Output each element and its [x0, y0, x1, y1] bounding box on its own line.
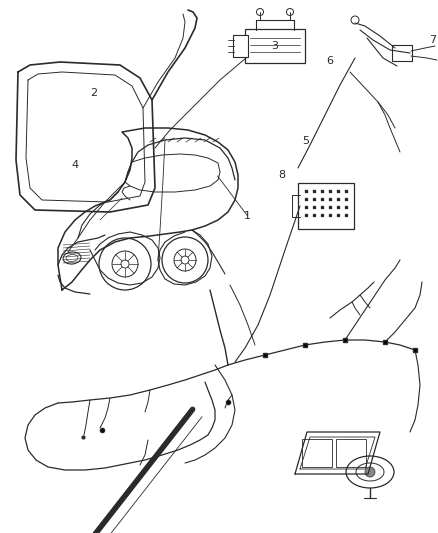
Text: 7: 7	[429, 35, 437, 45]
Text: 1: 1	[244, 211, 251, 221]
Text: 4: 4	[71, 160, 78, 170]
Text: 6: 6	[326, 56, 333, 66]
Text: 3: 3	[272, 41, 279, 51]
Text: 8: 8	[279, 170, 286, 180]
FancyBboxPatch shape	[233, 35, 248, 57]
FancyBboxPatch shape	[245, 29, 305, 63]
FancyBboxPatch shape	[392, 45, 412, 61]
Text: 2: 2	[91, 88, 98, 98]
Circle shape	[365, 467, 375, 477]
FancyBboxPatch shape	[302, 439, 332, 467]
FancyBboxPatch shape	[336, 439, 366, 467]
FancyBboxPatch shape	[298, 183, 354, 229]
Text: 5: 5	[302, 136, 309, 146]
